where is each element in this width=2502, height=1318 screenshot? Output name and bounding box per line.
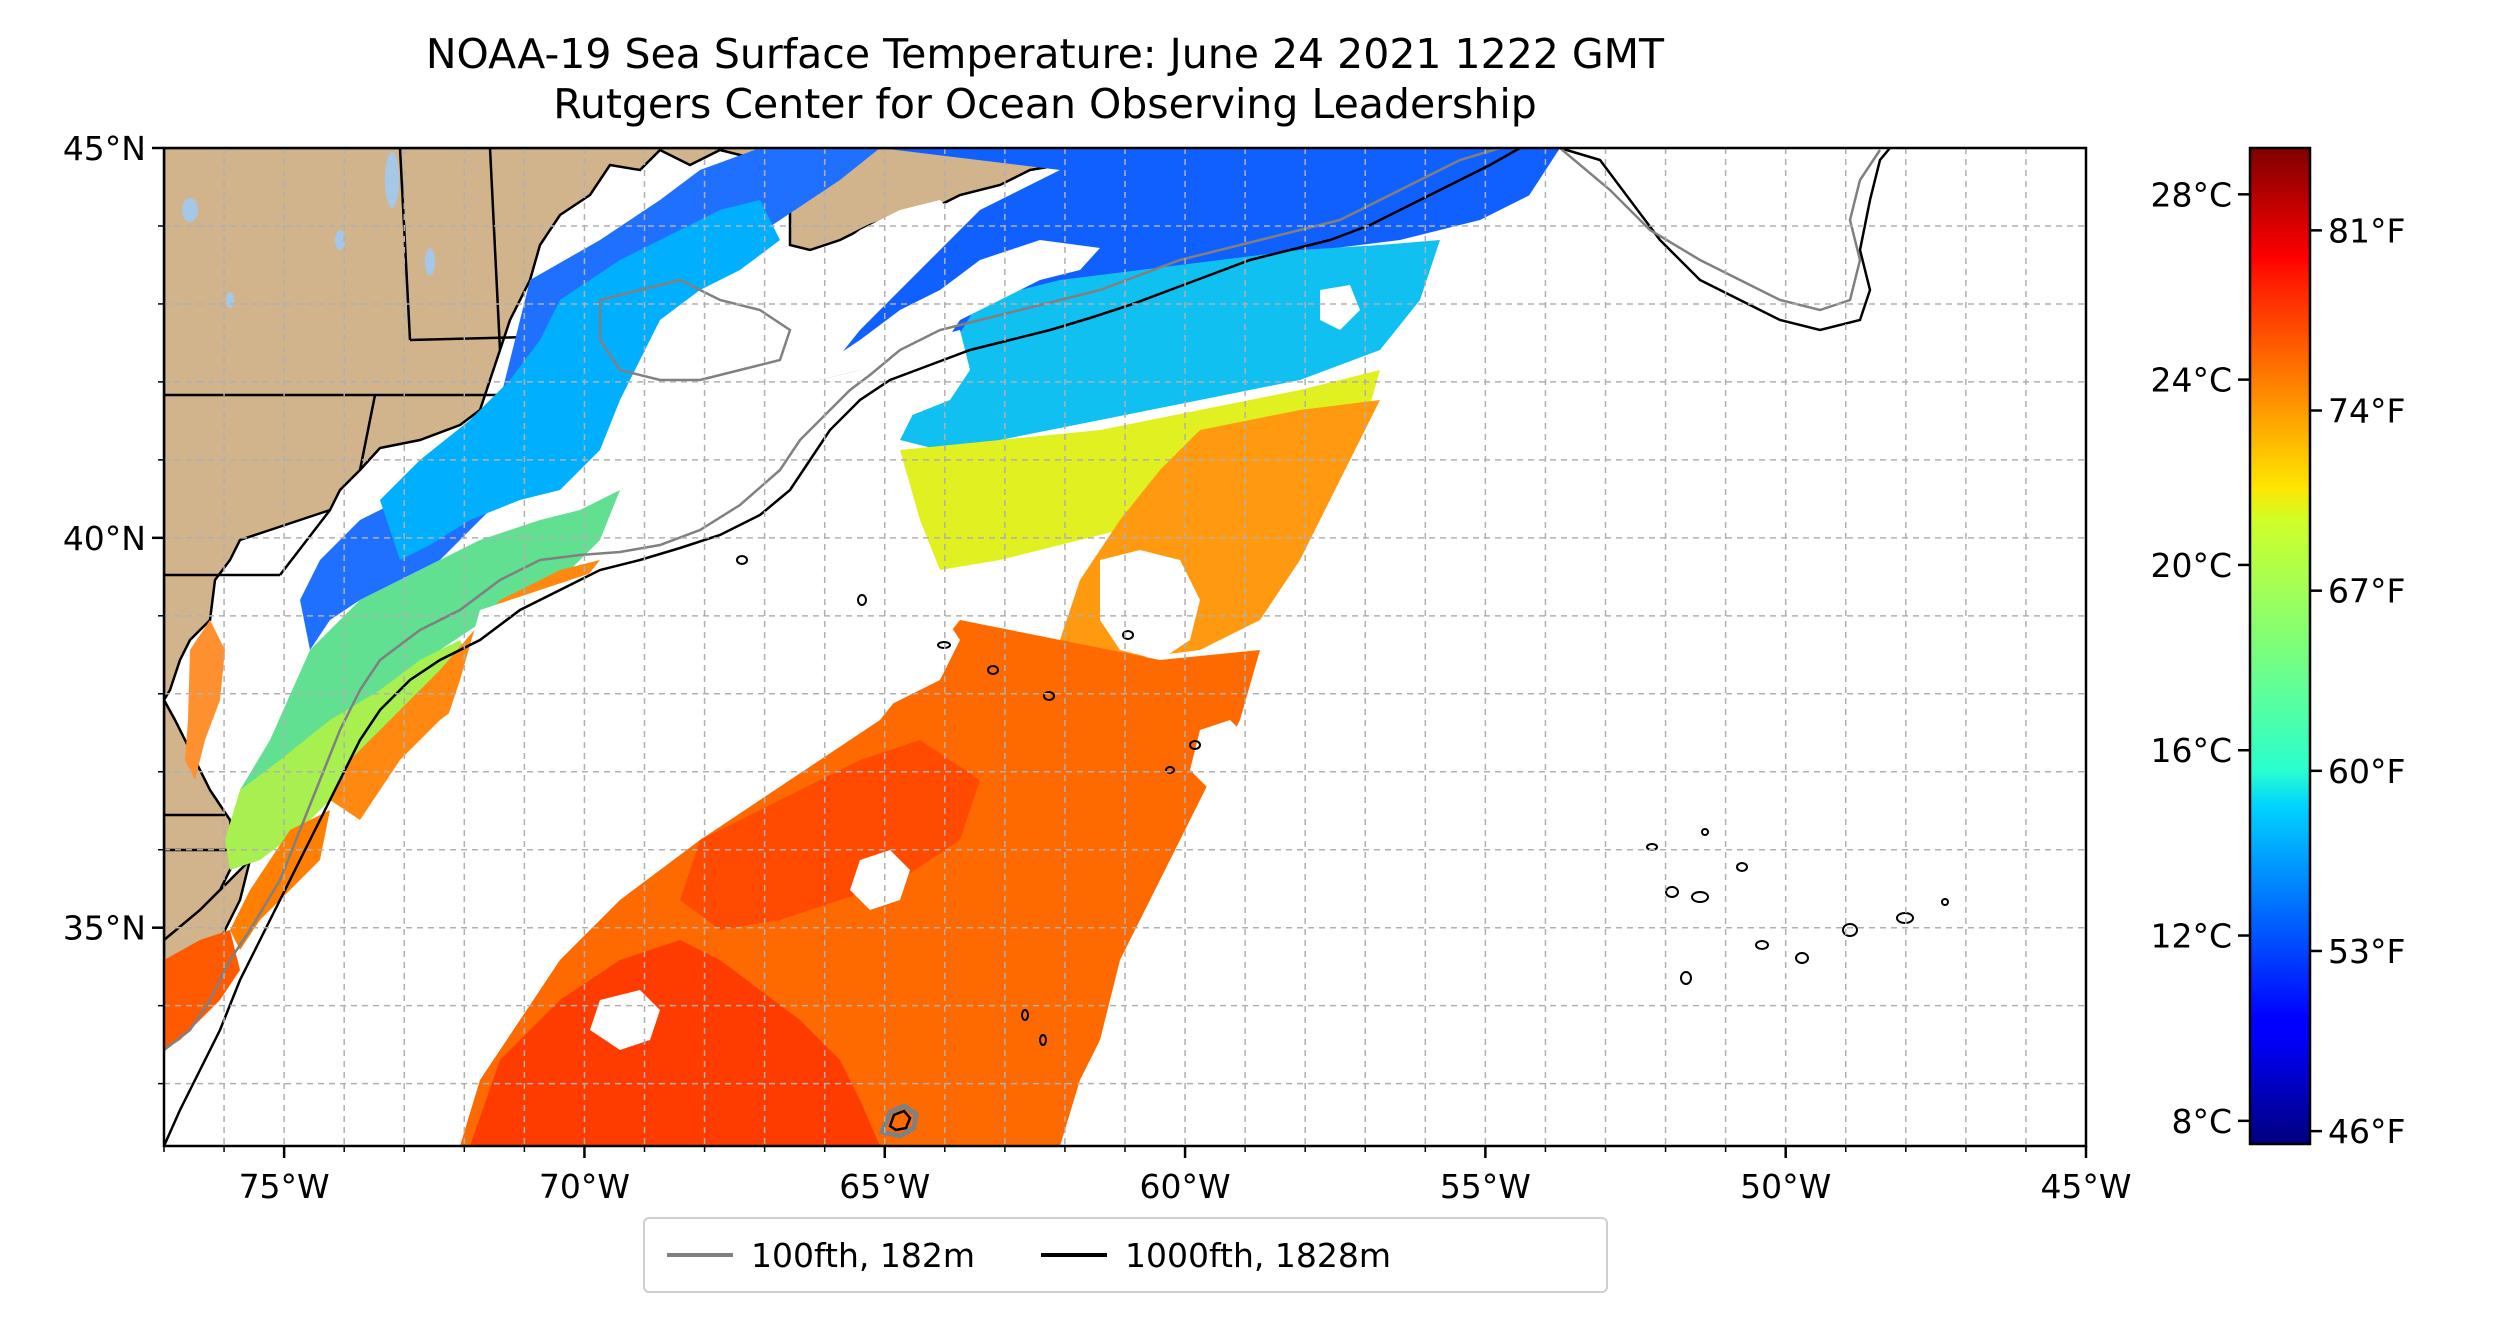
cbar-f-label: 60°F xyxy=(2328,752,2405,791)
land-newfoundland-coast xyxy=(1559,148,1891,332)
cbar-c-label: 24°C xyxy=(2150,361,2232,400)
cbar-f-label: 81°F xyxy=(2328,211,2405,250)
bermuda-contour xyxy=(878,1103,919,1139)
cbar-c-label: 28°C xyxy=(2150,175,2232,214)
contour-100fth-gulf-maine xyxy=(598,278,792,382)
legend-item-100fth: 100fth, 182m xyxy=(645,1236,975,1275)
contour-100fth xyxy=(164,148,1501,1051)
legend: 100fth, 182m 1000fth, 1828m xyxy=(643,1217,1608,1293)
legend-label-100fth: 100fth, 182m xyxy=(751,1235,975,1275)
lon-tick-group: 75°W 70°W 65°W 60°W 55°W 50°W 45°W xyxy=(163,1146,2132,1206)
lon-tick-label: 45°W xyxy=(2040,1167,2131,1206)
lon-tick-label: 75°W xyxy=(239,1167,330,1206)
colorbar-gradient xyxy=(2250,148,2310,1144)
lon-tick-label: 65°W xyxy=(839,1167,930,1206)
legend-item-1000fth: 1000fth, 1828m xyxy=(1019,1236,1391,1275)
colorbar-fahrenheit-ticks: 81°F 74°F 67°F 60°F 53°F 46°F xyxy=(2310,211,2405,1151)
title-line-2: Rutgers Center for Ocean Observing Leade… xyxy=(553,80,1537,128)
cbar-c-label: 20°C xyxy=(2150,546,2232,585)
cbar-f-label: 67°F xyxy=(2328,572,2405,611)
land-north-america xyxy=(164,148,783,703)
contour-1000fth xyxy=(164,148,1521,1146)
cbar-c-label: 16°C xyxy=(2150,731,2232,770)
colorbar-frame xyxy=(2248,146,2312,1146)
lat-tick-group: 45°N 40°N 35°N xyxy=(63,129,164,1085)
gridlines xyxy=(164,148,2086,1146)
inland-lakes xyxy=(182,152,435,308)
bermuda-island xyxy=(888,1109,912,1132)
lon-tick-label: 55°W xyxy=(1440,1167,1531,1206)
lon-tick-label: 70°W xyxy=(539,1167,630,1206)
lat-tick-label: 40°N xyxy=(63,519,146,558)
title-line-1: NOAA-19 Sea Surface Temperature: June 24… xyxy=(425,30,1665,78)
cbar-f-label: 53°F xyxy=(2328,932,2405,971)
legend-line-100fth xyxy=(667,1253,733,1257)
legend-line-1000fth xyxy=(1041,1253,1107,1257)
cbar-f-label: 46°F xyxy=(2328,1112,2405,1151)
land-nova-scotia xyxy=(788,148,1082,252)
lon-tick-label: 50°W xyxy=(1740,1167,1831,1206)
lon-tick-label: 60°W xyxy=(1140,1167,1231,1206)
lat-tick-label: 45°N xyxy=(63,129,146,168)
cbar-c-label: 12°C xyxy=(2150,917,2232,956)
map-content xyxy=(164,148,2086,1146)
legend-label-1000fth: 1000fth, 1828m xyxy=(1125,1235,1391,1275)
seamounts xyxy=(736,555,1949,1046)
lat-tick-label: 35°N xyxy=(63,909,146,948)
colorbar-celsius-ticks: 28°C 24°C 20°C 16°C 12°C 8°C xyxy=(2150,175,2250,1141)
cbar-c-label: 8°C xyxy=(2171,1102,2232,1141)
cbar-f-label: 74°F xyxy=(2328,392,2405,431)
contour-100fth-ne xyxy=(1559,148,1882,312)
